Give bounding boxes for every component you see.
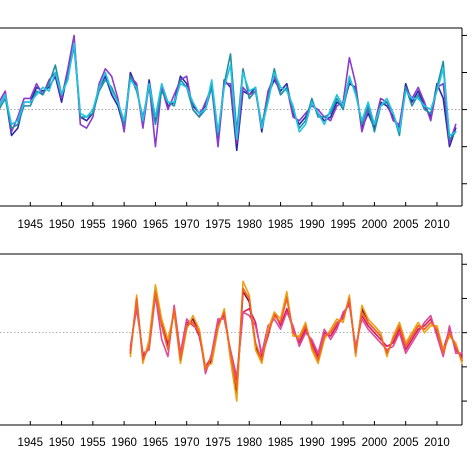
series-line-2 — [0, 34, 457, 148]
x-tick-label: 1995 — [330, 437, 356, 449]
series-line-4 — [0, 42, 457, 141]
x-tick-label: 1950 — [49, 437, 75, 449]
x-tick-label: 2005 — [393, 219, 419, 231]
bottom-panel: 1945 1950 1955 1960 1965 1970 1975 1980 1985 1990… — [0, 253, 467, 449]
x-tick-label: 1985 — [268, 437, 294, 449]
x-tick-label: 1980 — [236, 437, 262, 449]
x-tick-label: 1970 — [174, 437, 200, 449]
x-tick-label: 1945 — [17, 219, 43, 231]
x-tick-label: 1945 — [17, 437, 43, 449]
x-tick-label: 1955 — [80, 219, 106, 231]
x-tick-label: 2010 — [424, 437, 450, 449]
x-tick-label: 1995 — [330, 219, 356, 231]
x-tick-label: 1990 — [299, 219, 325, 231]
x-tick-label: 2005 — [393, 437, 419, 449]
x-tick-label: 1975 — [205, 437, 231, 449]
series-line-1 — [0, 38, 457, 152]
x-tick-label: 1960 — [111, 219, 137, 231]
x-tick-label: 1990 — [299, 437, 325, 449]
x-tick-label: 1965 — [143, 437, 169, 449]
x-tick-label: 1950 — [49, 219, 75, 231]
top-panel: 1945 1950 1955 1960 1965 1970 1975 1980 1985 1990… — [0, 27, 467, 231]
series-line-5 — [129, 287, 463, 389]
x-tick-label: 1985 — [268, 219, 294, 231]
x-tick-label: 1970 — [174, 219, 200, 231]
x-tick-label: 1960 — [111, 437, 137, 449]
x-tick-label: 2000 — [362, 437, 388, 449]
x-tick-label: 1975 — [205, 219, 231, 231]
x-tick-label: 1965 — [143, 219, 169, 231]
x-tick-label: 2010 — [424, 219, 450, 231]
series-line-3 — [0, 45, 457, 141]
x-tick-label: 1955 — [80, 437, 106, 449]
x-tick-label: 1980 — [236, 219, 262, 231]
x-tick-label: 2000 — [362, 219, 388, 231]
